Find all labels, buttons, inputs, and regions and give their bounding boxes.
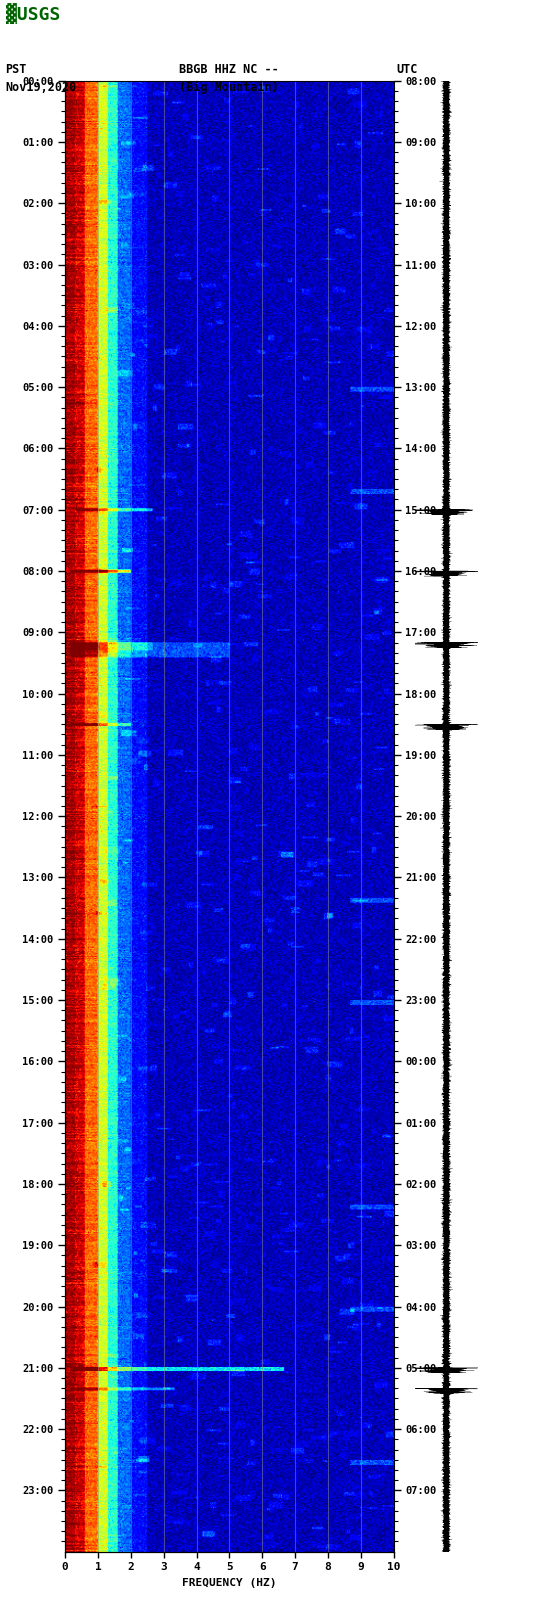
Text: PST: PST <box>6 63 27 76</box>
X-axis label: FREQUENCY (HZ): FREQUENCY (HZ) <box>182 1578 277 1587</box>
Text: ▓USGS: ▓USGS <box>6 3 60 24</box>
Text: (Big Mountain): (Big Mountain) <box>179 81 279 94</box>
Text: BBGB HHZ NC --: BBGB HHZ NC -- <box>179 63 279 76</box>
Text: Nov19,2020: Nov19,2020 <box>6 81 77 94</box>
Text: UTC: UTC <box>396 63 418 76</box>
